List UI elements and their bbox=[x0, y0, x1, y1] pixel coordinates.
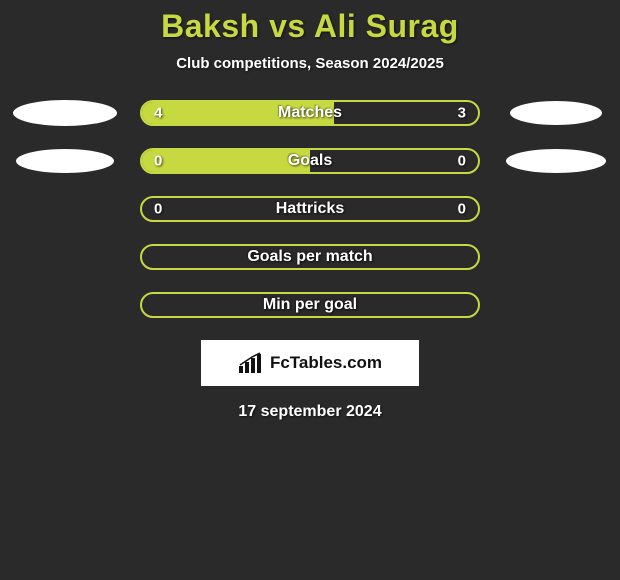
stat-label: Hattricks bbox=[276, 200, 344, 218]
date-label: 17 september 2024 bbox=[0, 403, 620, 421]
left-ellipse bbox=[16, 149, 114, 173]
stat-row: 0 Goals 0 bbox=[0, 148, 620, 174]
stat-label: Goals per match bbox=[247, 248, 372, 266]
logo-text: FcTables.com bbox=[270, 353, 382, 373]
stat-row: 4 Matches 3 bbox=[0, 100, 620, 126]
stat-label: Goals bbox=[288, 152, 332, 170]
stat-left-value: 4 bbox=[154, 105, 162, 122]
page-title: Baksh vs Ali Surag bbox=[0, 8, 620, 45]
right-ellipse bbox=[510, 101, 602, 125]
left-ellipse bbox=[13, 100, 117, 126]
stat-right-value: 0 bbox=[458, 201, 466, 218]
stat-bar: 0 Hattricks 0 bbox=[140, 196, 480, 222]
stat-rows: 4 Matches 3 0 Goals 0 0 Hattricks 0 Goals per mat… bbox=[0, 100, 620, 318]
logo-box: FcTables.com bbox=[201, 340, 419, 386]
stat-row: 0 Hattricks 0 bbox=[0, 196, 620, 222]
comparison-infographic: Baksh vs Ali Surag Club competitions, Se… bbox=[0, 0, 620, 580]
stat-bar: 4 Matches 3 bbox=[140, 100, 480, 126]
left-ellipse-slot bbox=[7, 100, 122, 126]
bar-fill bbox=[142, 150, 310, 172]
stat-bar: 0 Goals 0 bbox=[140, 148, 480, 174]
stat-left-value: 0 bbox=[154, 201, 162, 218]
stat-right-value: 0 bbox=[458, 153, 466, 170]
bars-icon bbox=[238, 352, 264, 374]
stat-bar: Min per goal bbox=[140, 292, 480, 318]
left-ellipse-slot bbox=[7, 149, 122, 173]
subtitle: Club competitions, Season 2024/2025 bbox=[0, 55, 620, 72]
stat-left-value: 0 bbox=[154, 153, 162, 170]
right-ellipse-slot bbox=[498, 149, 613, 173]
stat-row: Goals per match bbox=[0, 244, 620, 270]
stat-right-value: 3 bbox=[458, 105, 466, 122]
stat-row: Min per goal bbox=[0, 292, 620, 318]
stat-label: Matches bbox=[278, 104, 342, 122]
stat-label: Min per goal bbox=[263, 296, 357, 314]
stat-bar: Goals per match bbox=[140, 244, 480, 270]
right-ellipse-slot bbox=[498, 101, 613, 125]
right-ellipse bbox=[506, 149, 606, 173]
